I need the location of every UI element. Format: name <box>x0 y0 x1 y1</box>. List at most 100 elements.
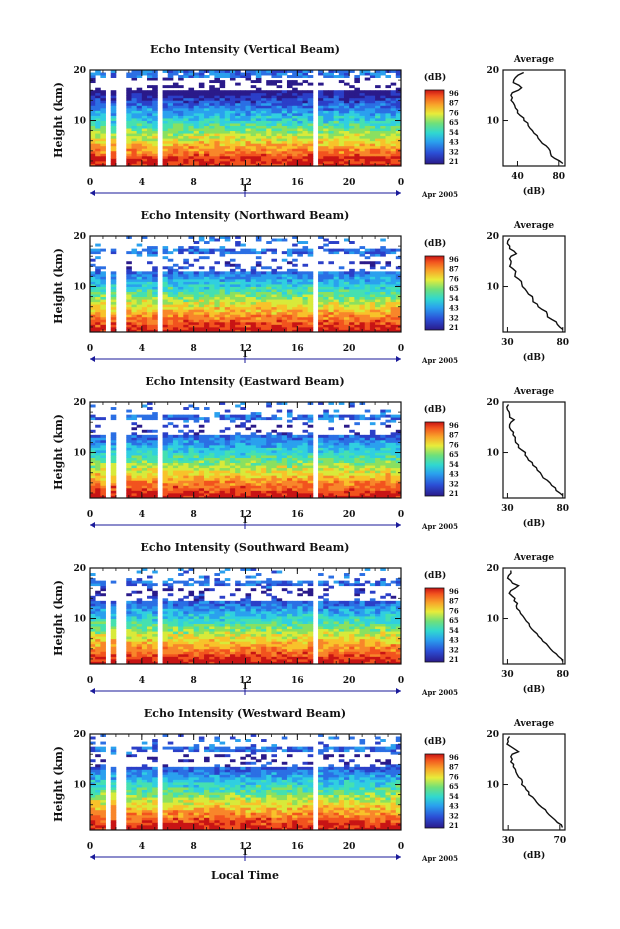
heatmap-cell <box>261 248 267 252</box>
heatmap-cell <box>390 321 397 325</box>
heatmap-cell <box>172 128 179 132</box>
heatmap-cell <box>188 278 195 282</box>
heatmap-cell <box>255 301 262 305</box>
heatmap-cell <box>214 107 220 111</box>
heatmap-cell <box>271 452 277 456</box>
heatmap-cell <box>224 444 231 448</box>
heatmap-cell <box>318 97 324 101</box>
heatmap-cell <box>167 294 174 298</box>
heatmap-cell <box>281 97 288 101</box>
heatmap-cell <box>136 273 143 277</box>
heatmap-cell <box>271 163 277 167</box>
heatmap-cell <box>266 455 272 458</box>
heatmap-cell <box>359 477 366 481</box>
heatmap-cell <box>131 289 138 292</box>
heatmap-cell <box>152 442 158 446</box>
heatmap-cell <box>354 475 360 479</box>
heatmap-cell <box>307 321 314 325</box>
heatmap-cell <box>302 452 309 456</box>
heatmap-cell <box>276 289 283 292</box>
heatmap-cell <box>369 465 376 469</box>
heatmap-cell <box>162 452 169 456</box>
heatmap-cell <box>292 102 298 106</box>
heatmap-cell <box>354 296 360 300</box>
heatmap-cell <box>323 467 329 471</box>
heatmap-cell <box>245 472 252 476</box>
heatmap-cell <box>271 321 277 325</box>
heatmap-cell <box>276 477 283 481</box>
heatmap-cell <box>364 97 371 101</box>
heatmap-cell <box>147 309 153 313</box>
heatmap-cell <box>297 485 303 489</box>
heatmap-cell <box>369 455 376 458</box>
heatmap-cell <box>214 480 220 484</box>
heatmap-cell <box>369 115 376 119</box>
heatmap-cell <box>354 77 360 81</box>
heatmap-cell <box>131 477 138 481</box>
heatmap-cell <box>172 482 179 486</box>
heatmap-cell <box>343 145 350 149</box>
heatmap-cell <box>198 480 205 484</box>
heatmap-cell <box>250 319 257 323</box>
heatmap-cell <box>141 475 148 479</box>
heatmap-cell <box>343 107 350 111</box>
heatmap-cell <box>281 92 288 96</box>
heatmap-cell <box>255 150 262 154</box>
heatmap-cell <box>292 243 298 247</box>
heatmap-cell <box>338 450 345 453</box>
heatmap-cell <box>193 150 200 154</box>
heatmap-cell <box>318 92 324 96</box>
heatmap-cell <box>297 480 303 484</box>
heatmap-cell <box>369 135 376 139</box>
heatmap-cell <box>136 143 143 147</box>
heatmap-cell <box>390 155 397 159</box>
heatmap-cell <box>183 138 189 142</box>
heatmap-cell <box>100 112 106 116</box>
heatmap-cell <box>204 148 210 152</box>
heatmap-cell <box>271 306 277 310</box>
heatmap-cell <box>292 163 298 167</box>
heatmap-cell <box>193 160 200 164</box>
heatmap-cell <box>364 301 371 305</box>
heatmap-cell <box>209 452 215 456</box>
heatmap-cell <box>162 447 169 451</box>
heatmap-cell <box>261 450 267 453</box>
heatmap-cell <box>90 95 96 99</box>
heatmap-cell <box>338 472 345 476</box>
heatmap-cell <box>183 133 189 137</box>
heatmap-cell <box>162 153 169 157</box>
heatmap-cell <box>178 160 184 164</box>
heatmap-cell <box>385 130 392 134</box>
heatmap-cell <box>214 485 220 489</box>
colorbar-tick-label: 87 <box>449 265 459 274</box>
heatmap-cell <box>343 304 350 308</box>
heatmap-cell <box>224 153 231 157</box>
heatmap-cell <box>214 465 220 469</box>
heatmap-cell <box>224 465 231 469</box>
heatmap-cell <box>255 125 262 129</box>
heatmap-cell <box>209 148 215 152</box>
heatmap-cell <box>141 128 148 132</box>
heatmap-cell <box>328 329 335 333</box>
heatmap-cell <box>281 324 288 328</box>
heatmap-cell <box>209 95 215 99</box>
heatmap-cell <box>292 319 298 323</box>
heatmap-cell <box>261 304 267 308</box>
heatmap-cell <box>172 284 179 287</box>
heatmap-cell <box>318 138 324 142</box>
heatmap-cell <box>359 268 366 272</box>
heatmap-cell <box>338 112 345 116</box>
heatmap-cell <box>224 306 231 310</box>
heatmap-cell <box>276 294 283 298</box>
heatmap-cell <box>229 477 236 481</box>
heatmap-cell <box>286 100 293 104</box>
heatmap-cell <box>343 477 350 481</box>
heatmap-cell <box>349 163 355 167</box>
heatmap-cell <box>172 90 179 94</box>
heatmap-cell <box>162 107 169 111</box>
heatmap-cell <box>178 477 184 481</box>
heatmap-cell <box>364 296 371 300</box>
heatmap-cell <box>328 439 335 443</box>
heatmap-cell <box>390 158 397 162</box>
heatmap-cell <box>250 294 257 298</box>
